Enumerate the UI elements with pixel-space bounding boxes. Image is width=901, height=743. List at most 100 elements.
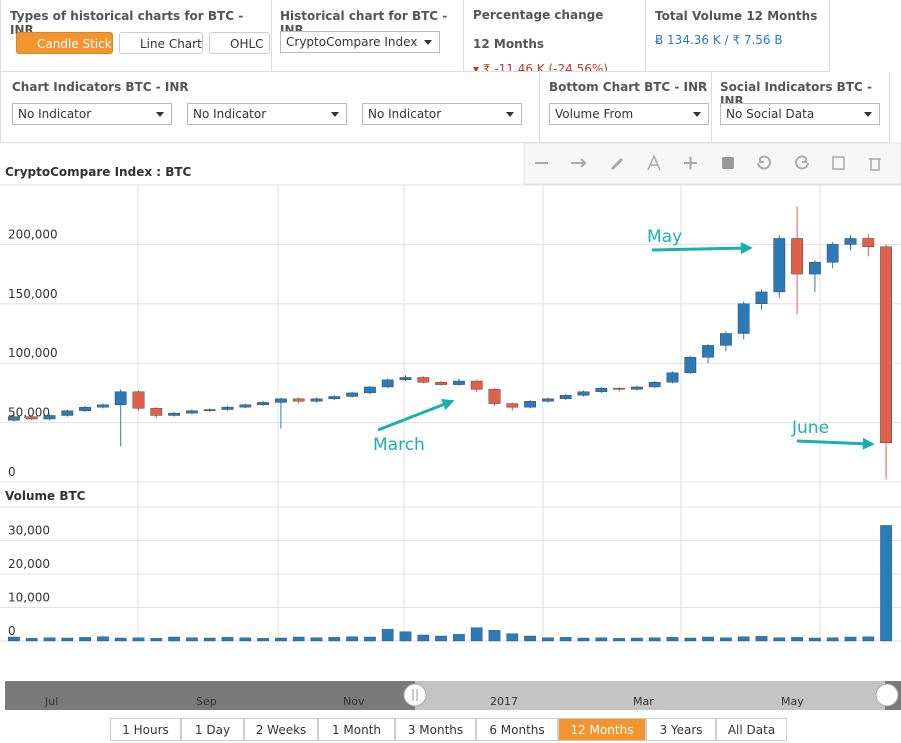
candle-body bbox=[755, 291, 768, 305]
value: Ƀ 134.36 K / ₹ 7.56 B bbox=[655, 33, 783, 47]
range-button[interactable]: 1 Month bbox=[318, 718, 395, 741]
chart-type-button[interactable]: OHLC bbox=[209, 32, 270, 54]
label: Percentage change 12 Months bbox=[473, 8, 604, 51]
bottom-chart-panel: Bottom Chart BTC - INR Volume From bbox=[540, 72, 712, 143]
candle-body bbox=[346, 392, 358, 397]
volume-bar bbox=[542, 637, 554, 642]
volume-bar bbox=[292, 636, 305, 642]
y-tick-label: 50,000 bbox=[8, 406, 50, 420]
candle-body bbox=[809, 262, 821, 275]
volume-bar bbox=[239, 637, 252, 642]
chart-title: CryptoCompare Index : BTC bbox=[5, 165, 192, 179]
volume-bar bbox=[702, 636, 714, 642]
y-tick-label: 0 bbox=[8, 465, 16, 479]
volume-bar bbox=[470, 627, 483, 642]
volume-bar bbox=[506, 633, 519, 642]
historical-panel: Historical chart for BTC - INR CryptoCom… bbox=[272, 0, 464, 72]
dropdown[interactable]: No Indicator bbox=[187, 103, 347, 125]
indicator-panel: Chart Indicators BTC - INR No Indicator … bbox=[0, 72, 540, 143]
candle-body bbox=[239, 404, 252, 408]
candle-body bbox=[221, 406, 234, 410]
candle-body bbox=[524, 401, 536, 408]
candle-body bbox=[97, 404, 109, 408]
candle-body bbox=[559, 395, 572, 400]
range-button[interactable]: 2 Weeks bbox=[244, 718, 318, 741]
candle-body bbox=[506, 403, 519, 408]
dropdown[interactable]: No Indicator bbox=[362, 103, 522, 125]
volume-bar bbox=[399, 631, 412, 642]
volume-bar bbox=[559, 637, 572, 642]
candle-body bbox=[542, 398, 554, 402]
range-button[interactable]: All Data bbox=[716, 718, 787, 741]
range-button[interactable]: 3 Months bbox=[395, 718, 476, 741]
candle-body bbox=[880, 246, 892, 443]
candle-body bbox=[631, 386, 643, 390]
volume-bar bbox=[328, 637, 341, 642]
candle-body bbox=[203, 409, 216, 411]
volume-bar bbox=[25, 638, 38, 642]
annotation: May bbox=[647, 227, 682, 247]
navigator-label: 2017 bbox=[490, 695, 518, 708]
range-button[interactable]: 12 Months bbox=[558, 718, 646, 741]
candle-body bbox=[328, 396, 341, 400]
dropdown[interactable]: No Indicator bbox=[12, 103, 172, 125]
navigator-label: Nov bbox=[343, 695, 365, 708]
volume-bar bbox=[595, 637, 608, 642]
chart-type-panel: Types of historical charts for BTC - INR… bbox=[0, 0, 272, 72]
dropdown[interactable]: No Social Data bbox=[720, 103, 880, 125]
candle-body bbox=[132, 391, 145, 409]
candle-body bbox=[737, 303, 750, 334]
y-tick-label: 150,000 bbox=[8, 287, 58, 301]
toolbar bbox=[523, 142, 901, 185]
y-tick-label: 30,000 bbox=[8, 524, 50, 538]
chart-type-button[interactable]: Line Chart bbox=[119, 32, 203, 54]
volume-bar bbox=[648, 637, 661, 642]
volume-panel: Total Volume 12 Months Ƀ 134.36 K / ₹ 7.… bbox=[646, 0, 830, 72]
label: Total Volume 12 Months bbox=[655, 9, 818, 23]
volume-bar bbox=[826, 637, 839, 642]
dropdown[interactable]: CryptoCompare Index bbox=[280, 31, 440, 53]
annotation-arrow bbox=[651, 242, 753, 255]
annotation: June bbox=[791, 418, 829, 438]
range-button[interactable]: 1 Day bbox=[181, 718, 244, 741]
range-button[interactable]: 1 Hours bbox=[110, 718, 181, 741]
volume-bar bbox=[257, 638, 269, 642]
volume-bar bbox=[773, 637, 786, 642]
volume-bar bbox=[844, 636, 857, 642]
dropdown[interactable]: Volume From bbox=[549, 103, 709, 125]
candle-body bbox=[364, 386, 376, 394]
candle-body bbox=[791, 238, 803, 275]
navigator-label: Mar bbox=[633, 695, 654, 708]
chart-type-button[interactable]: Candle Stick bbox=[16, 32, 113, 54]
range-button[interactable]: 3 Years bbox=[646, 718, 716, 741]
percentage-panel: Percentage change 12 Months ▾ ₹ -11.46 K… bbox=[464, 0, 646, 72]
volume-bar bbox=[755, 636, 768, 642]
annotation: March bbox=[373, 435, 425, 455]
candle-body bbox=[275, 398, 287, 403]
y-tick-label: 100,000 bbox=[8, 346, 58, 360]
candle-body bbox=[684, 357, 697, 373]
volume-bar bbox=[346, 636, 358, 642]
volume-bar bbox=[577, 637, 590, 642]
volume-bar bbox=[114, 637, 127, 642]
label: Bottom Chart BTC - INR bbox=[549, 80, 708, 94]
candle-body bbox=[257, 402, 269, 405]
candle-body bbox=[720, 333, 732, 346]
candle-body bbox=[8, 416, 20, 421]
volume-bar bbox=[631, 637, 643, 642]
range-button[interactable]: 6 Months bbox=[476, 718, 558, 741]
volume-bar bbox=[862, 636, 875, 642]
candle-body bbox=[666, 372, 679, 383]
volume-bar bbox=[613, 638, 625, 642]
candle-body bbox=[577, 391, 590, 396]
candle-body bbox=[310, 398, 323, 402]
candle-body bbox=[399, 377, 412, 381]
volume-bar bbox=[97, 636, 109, 642]
volume-bar bbox=[435, 635, 447, 642]
candle-body bbox=[43, 415, 56, 420]
candle-body bbox=[470, 380, 483, 390]
candle-body bbox=[613, 387, 625, 390]
annotation-arrow bbox=[796, 437, 875, 450]
candle-body bbox=[648, 382, 661, 388]
candle-body bbox=[417, 377, 430, 383]
